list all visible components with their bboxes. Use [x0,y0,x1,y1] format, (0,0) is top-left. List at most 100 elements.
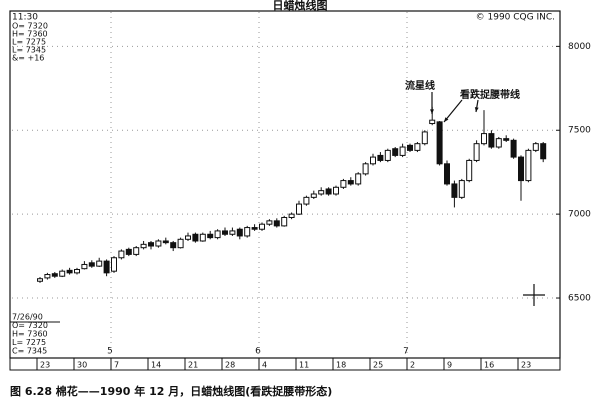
time: 11:30 [12,13,38,23]
candle-body [185,235,191,240]
candle-body [525,149,532,182]
candle-body [333,186,339,195]
candle-body [244,227,251,237]
candle-body [532,143,539,151]
candle-body [229,230,236,235]
candle-body [303,196,310,205]
candle-body [74,269,80,274]
candle-body [288,213,295,218]
y-tick-label: 7500 [568,126,591,136]
candle-body [259,223,265,230]
x-tick-label: 9 [447,361,452,370]
candle-body [495,138,502,148]
annotation-arrow [443,99,463,123]
x-tick-label: 23 [40,361,50,370]
candle-body [148,242,154,247]
annotation: 看跌捉腰带线 [460,88,520,101]
candle-body [273,220,280,227]
candle-body [421,131,428,145]
x-tick-label: 2 [410,361,415,370]
candle-body [118,250,125,259]
info-bottom: L= 7275 [12,338,46,347]
chart-title: 日蜡烛线图 [273,0,328,12]
x-tick-label: 21 [188,361,198,370]
candle-body [473,143,480,161]
info-bottom: 7/26/90 [12,313,43,322]
x-tick-label: 30 [77,361,87,370]
month-label: 7 [403,347,409,357]
candle-body [111,257,117,272]
candle-body [177,238,184,249]
arrow-head [444,117,449,122]
candle-body [51,273,58,277]
candle-body [362,163,369,175]
candle-body [451,183,458,198]
month-label: 5 [107,347,113,357]
copyright: © 1990 CQG INC. [476,13,555,23]
y-tick-label: 6500 [568,294,591,304]
candle-body [37,278,43,282]
candle-body [88,262,95,267]
candle-body [44,274,51,279]
candle-body [377,154,384,161]
x-tick-label: 14 [151,361,161,370]
candle-body [199,233,206,242]
x-tick-label: 23 [521,361,531,370]
candle-body [444,163,450,185]
candle-body [429,119,436,125]
candle-body [59,270,66,277]
candle-body [481,133,487,145]
x-tick-label: 11 [299,361,309,370]
x-tick-label: 4 [262,361,267,370]
candle-body [251,227,258,230]
info-top: &= +16 [12,54,44,63]
month-label: 6 [255,347,261,357]
candle-body [355,173,362,185]
candle-body [414,143,421,151]
candle-body [170,242,177,249]
candle-body [347,180,354,185]
candle-body [96,260,103,267]
x-tick-label: 7 [114,361,119,370]
candle-body [310,193,317,198]
candle-body [510,139,517,158]
candle-body [207,233,214,239]
candle-body [370,156,376,165]
candle-body [162,240,169,244]
info-top: L= 7345 [12,46,46,55]
candle-body [399,146,406,156]
arrow-head [474,107,479,112]
info-top: L= 7275 [12,38,46,47]
arrow-head [430,109,434,114]
candle-body [325,188,332,195]
x-tick-label: 18 [336,361,346,370]
info-bottom: C= 7345 [12,347,47,356]
y-tick-label: 7000 [568,210,591,220]
x-tick-label: 16 [484,361,494,370]
candle-body [192,233,199,242]
candle-body [340,180,347,188]
candle-body [66,269,73,274]
x-tick-label: 25 [373,361,383,370]
candle-body [81,263,88,270]
candle-body [436,121,443,165]
info-bottom: H= 7360 [12,330,48,339]
candle-body [503,138,510,141]
candle-body [488,133,495,148]
date-row [9,357,561,371]
info-top: O= 7320 [12,22,48,31]
candle-body [266,220,273,225]
candle-body [281,216,288,227]
candle-body [222,230,228,235]
candle-body [214,230,221,239]
candle-body [133,247,140,255]
x-tick-label: 28 [225,361,235,370]
candle-body [384,149,391,161]
candle-body [466,159,473,182]
y-tick-label: 8000 [568,42,591,52]
candle-body [407,144,413,151]
caption: 图 6.28 棉花——1990 年 12 月，日蜡烛线图(看跌捉腰带形态) [10,384,332,398]
annotation: 流星线 [405,79,435,92]
candle-body [103,260,110,274]
